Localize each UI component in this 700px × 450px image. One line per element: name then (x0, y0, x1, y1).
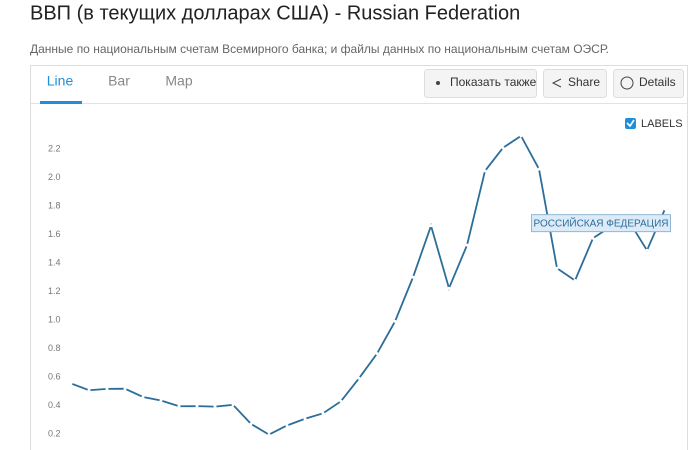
point (555, 266, 559, 270)
y-tick-label: 0.4 (48, 400, 61, 410)
point (519, 134, 523, 138)
point (573, 279, 577, 283)
y-tick-label: 0.6 (48, 371, 61, 381)
page-subtitle: Данные по национальным счетам Всемирного… (30, 42, 609, 56)
button[interactable] (613, 69, 684, 98)
point (663, 207, 667, 211)
point (339, 399, 343, 403)
point (447, 286, 451, 290)
point (141, 395, 145, 399)
info-icon (620, 76, 634, 90)
y-tick-label: 0.2 (48, 428, 61, 438)
y-tick-label: 1.4 (48, 257, 61, 267)
button[interactable] (543, 69, 607, 98)
y-tick-label: 1.8 (48, 200, 61, 210)
tab[interactable]: Line (47, 73, 74, 89)
point (213, 405, 217, 409)
point (591, 236, 595, 240)
point (429, 224, 433, 228)
point (393, 319, 397, 323)
checkbox-label: LABELS (641, 118, 683, 130)
point (69, 381, 73, 385)
point (123, 387, 127, 391)
y-tick-label: 2.2 (48, 143, 61, 153)
point (321, 411, 325, 415)
series-label: РОССИЙСКАЯ ФЕДЕРАЦИЯ (534, 217, 669, 230)
point (105, 387, 109, 391)
tab[interactable]: Bar (108, 73, 130, 89)
line (70, 134, 666, 436)
point (249, 422, 253, 426)
point (231, 403, 235, 407)
y-tick-label: 0.8 (48, 343, 61, 353)
tab[interactable]: Map (165, 73, 192, 89)
point (285, 423, 289, 427)
y-tick-label: 2.0 (48, 172, 61, 182)
y-tick-label: 1.2 (48, 286, 61, 296)
chart-card (30, 65, 688, 450)
point (375, 352, 379, 356)
check-icon (626, 119, 635, 128)
page-title: ВВП (в текущих долларах США) - Russian F… (30, 2, 520, 24)
y-tick-label: 1.6 (48, 229, 61, 239)
point (159, 399, 163, 403)
point (537, 167, 541, 171)
point (195, 404, 199, 408)
point (177, 404, 181, 408)
tab-underline (40, 101, 82, 104)
icon (436, 81, 440, 85)
point (501, 146, 505, 150)
plot: 0.2 0.4 0.6 0.8 1.0 1.2 1.4 1.6 1.8 2.0 2.2 РОССИЙС… (44, 134, 671, 438)
point (465, 243, 469, 247)
series-label-box (531, 214, 671, 233)
button-label: Показать также (450, 75, 537, 89)
point (303, 417, 307, 421)
y-tick-label: 1.0 (48, 314, 61, 324)
point (357, 376, 361, 380)
button[interactable] (424, 69, 537, 98)
point (411, 275, 415, 279)
button-label: Share (568, 75, 600, 89)
point (267, 433, 271, 437)
button-label: Details (639, 75, 676, 89)
point (645, 248, 649, 252)
point (87, 388, 91, 392)
point (483, 169, 487, 173)
share-icon (551, 78, 562, 88)
